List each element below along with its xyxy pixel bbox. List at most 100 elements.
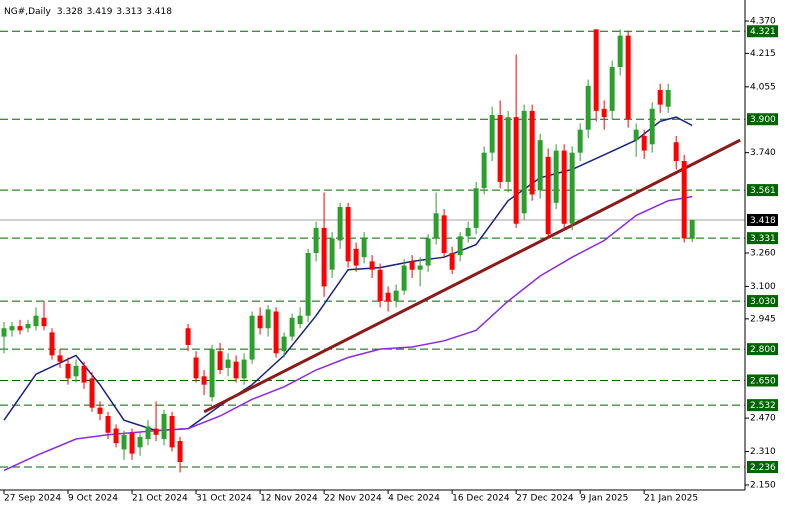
candle-body [289,317,295,337]
candle-body [585,85,591,130]
candle-body [305,252,311,316]
candle-body [681,161,687,239]
x-tick-label: 27 Sep 2024 [4,494,61,504]
candle-body [385,292,391,302]
candle-body [273,311,279,354]
y-tick-label: 2.945 [750,314,776,324]
candle-body [121,434,127,450]
level-label: 2.650 [750,376,776,386]
candle-body [329,238,335,270]
candle-body [145,426,151,440]
candle-body [105,416,111,433]
candle-body [497,115,503,182]
candle-body [161,413,167,440]
candle-body [89,378,95,408]
candle-body [513,117,519,224]
candle-body [441,215,447,253]
level-label: 2.800 [750,345,776,355]
candle-body [1,328,7,337]
candle-body [209,349,215,398]
candle-body [201,376,207,385]
candle-body [665,89,671,107]
chart-header: NG#,Daily 3.328 3.419 3.313 3.418 [4,7,172,17]
candle-body [593,29,599,111]
level-label-box [747,343,778,356]
header-close: 3.418 [146,7,172,17]
current-price-label: 3.418 [750,216,776,226]
candle-body [577,129,583,153]
candle-body [57,355,63,362]
x-tick-label: 9 Jan 2025 [580,494,628,504]
header-open: 3.328 [57,7,83,17]
candle-body [377,269,383,302]
y-tick-label: 3.100 [750,282,776,292]
candle-body [361,238,367,258]
candle-body [337,207,343,241]
candle-body [529,110,535,195]
level-label: 3.030 [750,297,776,307]
y-tick-label: 4.215 [750,49,776,59]
candle-body [433,213,439,239]
candle-body [473,188,479,228]
candle-body [449,252,455,270]
candle-body [169,416,175,448]
level-label-box [747,461,778,474]
level-label-box [747,232,778,245]
candle-body [241,359,247,379]
y-tick-label: 4.370 [750,17,776,27]
y-tick-label: 4.055 [750,82,776,92]
candle-body [369,261,375,270]
candle-body [601,108,607,118]
chart-title: NG#,Daily [4,7,52,17]
candle-body [249,315,255,360]
candle-body [217,351,223,371]
level-label-box [747,113,778,126]
y-tick-label: 3.260 [750,248,776,258]
candle-body [281,336,287,352]
candle-body [545,156,551,235]
current-price-box [747,213,778,226]
candle-body [113,428,119,444]
level-label-box [747,374,778,387]
candle-body [153,428,159,435]
x-tick-label: 27 Dec 2024 [516,494,574,504]
candle-body [657,89,663,105]
candle-body [321,227,327,287]
candle-body [257,315,263,329]
candle-body [617,35,623,67]
candle-body [345,207,351,262]
candle-body [401,265,407,291]
header-low: 3.313 [116,7,142,17]
candle-body [641,135,647,151]
candle-body [393,290,399,302]
candle-body [353,248,359,266]
candle-body [561,150,567,224]
level-label-box [747,184,778,197]
candle-body [129,432,135,454]
y-tick-label: 2.150 [750,480,776,490]
indicator-line [203,138,741,414]
candle-body [481,152,487,189]
level-label: 2.532 [750,401,776,411]
candle-body [177,441,183,462]
x-tick-label: 4 Dec 2024 [388,494,440,504]
candle-body [489,115,495,153]
candle-body [425,238,431,266]
level-label-box [747,399,778,412]
candle-body [569,152,575,224]
candle-body [33,315,39,327]
x-tick-label: 21 Jan 2025 [644,494,698,504]
indicator-line [3,116,693,432]
candle-body [625,35,631,120]
level-label-box [747,25,778,38]
y-tick-label: 3.740 [750,148,776,158]
x-tick-label: 12 Nov 2024 [260,494,318,504]
candle-body [81,365,87,383]
y-tick-label: 2.470 [750,414,776,424]
candle-body [633,129,639,141]
x-tick-label: 9 Oct 2024 [68,494,118,504]
level-label: 2.236 [750,463,776,473]
y-tick-label: 2.310 [750,447,776,457]
